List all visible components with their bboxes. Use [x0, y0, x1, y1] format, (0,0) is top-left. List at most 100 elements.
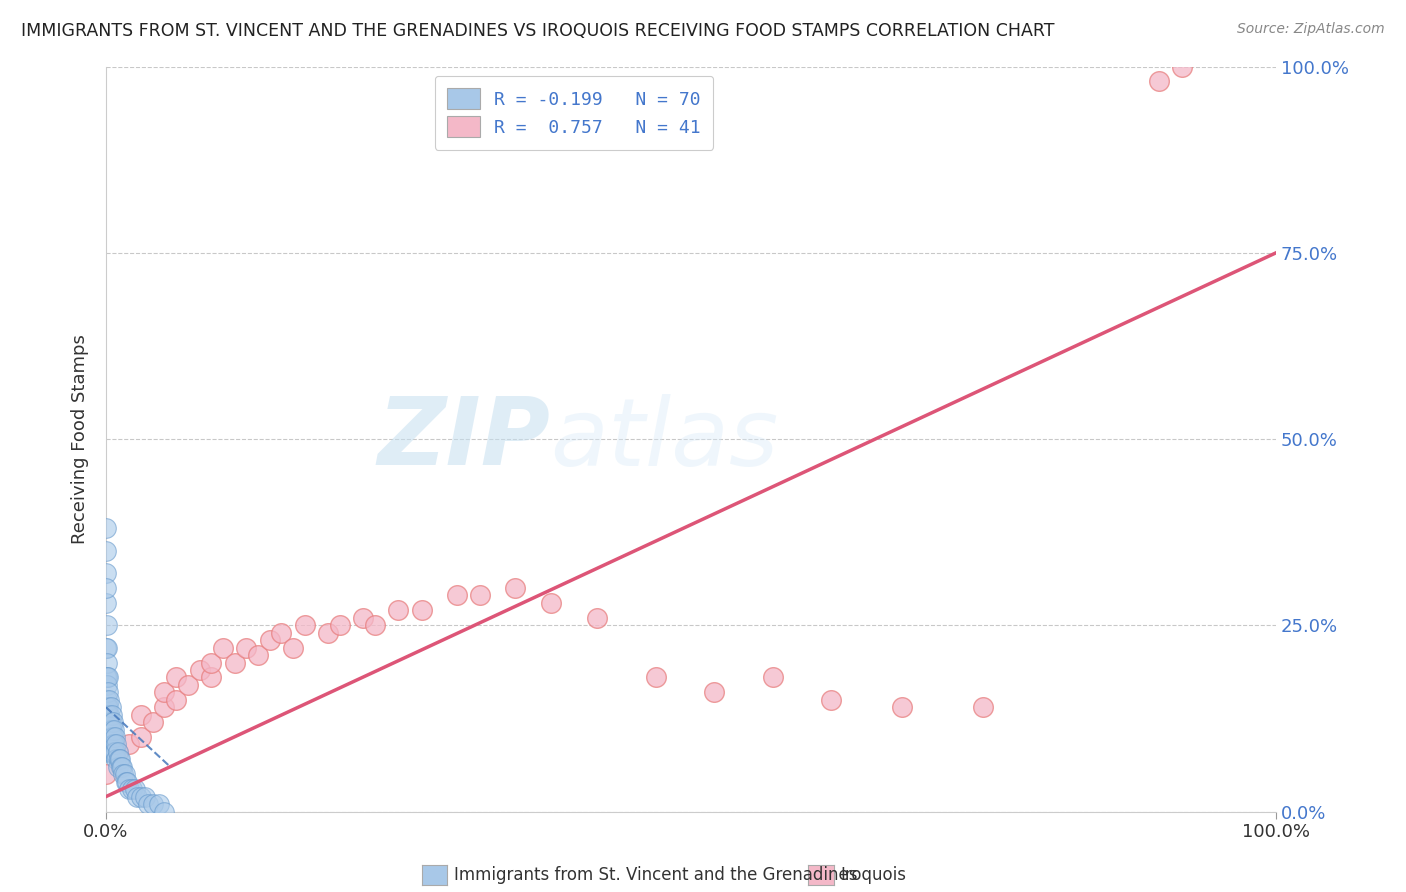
Point: [446, 589, 468, 603]
Point: [153, 700, 176, 714]
Point: [142, 715, 165, 730]
Point: [98, 723, 121, 737]
Point: [108, 752, 131, 766]
Point: [129, 730, 152, 744]
Point: [97, 707, 120, 722]
Point: [105, 752, 128, 766]
Point: [364, 618, 387, 632]
Point: [540, 596, 562, 610]
Point: [505, 581, 527, 595]
Point: [200, 670, 222, 684]
Point: [329, 618, 352, 632]
Point: [762, 670, 785, 684]
Point: [98, 693, 121, 707]
Point: [148, 797, 170, 811]
Point: [97, 730, 120, 744]
Point: [97, 745, 120, 759]
Point: [165, 693, 187, 707]
Point: [94, 566, 117, 581]
Point: [118, 782, 141, 797]
Point: [97, 715, 120, 730]
Point: [188, 663, 211, 677]
Point: [94, 543, 117, 558]
Point: [165, 670, 187, 684]
Point: [98, 738, 121, 752]
Point: [96, 678, 118, 692]
Point: [94, 640, 117, 655]
Point: [644, 670, 666, 684]
Point: [114, 774, 136, 789]
Point: [101, 730, 124, 744]
Point: [100, 730, 122, 744]
Point: [100, 730, 122, 744]
Point: [820, 693, 842, 707]
Point: [101, 715, 124, 730]
Point: [200, 656, 222, 670]
Point: [97, 670, 120, 684]
Point: [104, 730, 127, 744]
Point: [316, 625, 339, 640]
Point: [96, 670, 118, 684]
Point: [96, 730, 118, 744]
Point: [100, 723, 122, 737]
Point: [96, 700, 118, 714]
Point: [115, 774, 138, 789]
Point: [96, 723, 118, 737]
Point: [97, 685, 120, 699]
Point: [121, 782, 143, 797]
Text: atlas: atlas: [551, 393, 779, 484]
Point: [411, 603, 433, 617]
Point: [96, 640, 118, 655]
Legend: R = -0.199   N = 70, R =  0.757   N = 41: R = -0.199 N = 70, R = 0.757 N = 41: [434, 76, 713, 150]
Point: [97, 700, 120, 714]
Point: [136, 797, 159, 811]
Point: [129, 707, 152, 722]
Point: [134, 789, 156, 804]
Point: [100, 707, 122, 722]
Point: [352, 611, 374, 625]
Point: [235, 640, 257, 655]
Point: [259, 633, 281, 648]
Point: [247, 648, 270, 662]
Point: [100, 715, 122, 730]
Point: [281, 640, 304, 655]
Point: [96, 707, 118, 722]
Point: [103, 723, 125, 737]
Point: [142, 797, 165, 811]
Point: [127, 789, 149, 804]
Text: Iroquois: Iroquois: [841, 866, 907, 884]
Point: [100, 723, 122, 737]
Point: [100, 745, 122, 759]
Point: [114, 767, 136, 781]
Text: IMMIGRANTS FROM ST. VINCENT AND THE GRENADINES VS IROQUOIS RECEIVING FOOD STAMPS: IMMIGRANTS FROM ST. VINCENT AND THE GREN…: [21, 22, 1054, 40]
Point: [177, 678, 200, 692]
Point: [470, 589, 492, 603]
Point: [107, 745, 129, 759]
Point: [94, 581, 117, 595]
Point: [107, 752, 129, 766]
Point: [94, 596, 117, 610]
Point: [224, 656, 246, 670]
Point: [890, 700, 912, 714]
Text: Source: ZipAtlas.com: Source: ZipAtlas.com: [1237, 22, 1385, 37]
Point: [98, 707, 121, 722]
Text: ZIP: ZIP: [378, 393, 551, 485]
Point: [100, 745, 122, 759]
Point: [112, 767, 135, 781]
Point: [96, 738, 118, 752]
Point: [105, 738, 128, 752]
Point: [110, 760, 132, 774]
Point: [1147, 74, 1170, 88]
Point: [129, 789, 152, 804]
Point: [212, 640, 235, 655]
Point: [103, 745, 125, 759]
Point: [96, 715, 118, 730]
Point: [703, 685, 725, 699]
Point: [270, 625, 292, 640]
Point: [96, 693, 118, 707]
Y-axis label: Receiving Food Stamps: Receiving Food Stamps: [72, 334, 89, 544]
Point: [107, 760, 129, 774]
Point: [97, 738, 120, 752]
Point: [104, 745, 127, 759]
Point: [96, 618, 118, 632]
